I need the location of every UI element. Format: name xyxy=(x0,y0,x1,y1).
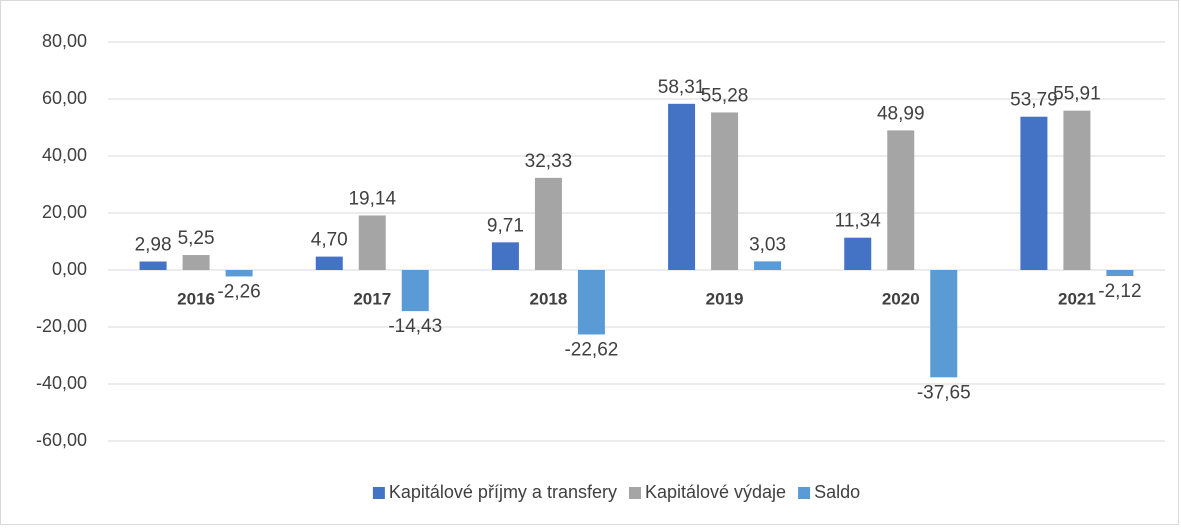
y-tick-label: 0,00 xyxy=(52,259,87,279)
bar xyxy=(754,261,782,270)
x-tick-label: 2020 xyxy=(882,289,920,308)
y-tick-label: -40,00 xyxy=(36,373,87,393)
legend-item: Kapitálové příjmy a transfery xyxy=(372,482,617,502)
legend-swatch xyxy=(628,487,641,499)
bar xyxy=(139,261,167,270)
value-label: -22,62 xyxy=(564,339,618,360)
legend-label: Saldo xyxy=(814,482,860,502)
x-tick-label: 2018 xyxy=(530,289,568,308)
x-tick-label: 2017 xyxy=(353,289,391,308)
value-label: 9,71 xyxy=(487,215,524,236)
bar xyxy=(668,103,696,270)
value-label: -2,26 xyxy=(217,281,260,302)
bar xyxy=(930,270,958,378)
legend-swatch xyxy=(372,487,385,499)
value-label: -2,12 xyxy=(1098,281,1141,302)
value-label: 19,14 xyxy=(348,188,396,209)
bar xyxy=(182,255,210,270)
bar xyxy=(887,130,915,270)
value-label: 3,03 xyxy=(749,234,786,255)
bar xyxy=(358,215,386,270)
bar xyxy=(225,270,253,277)
bar xyxy=(534,177,562,270)
legend-swatch xyxy=(798,487,811,499)
value-label: 55,28 xyxy=(701,85,749,106)
y-tick-label: -20,00 xyxy=(36,316,87,336)
value-label: 53,79 xyxy=(1010,90,1058,111)
y-tick-label: 80,00 xyxy=(42,31,87,51)
legend-label: Kapitálové výdaje xyxy=(645,482,786,502)
value-label: 11,34 xyxy=(835,211,882,232)
x-tick-label: 2019 xyxy=(706,289,744,308)
bar xyxy=(711,112,739,271)
value-label: 32,33 xyxy=(525,151,573,172)
value-label: -37,65 xyxy=(917,382,971,403)
value-label: 55,91 xyxy=(1053,84,1101,105)
bar xyxy=(1106,270,1134,277)
y-tick-label: -60,00 xyxy=(36,430,87,450)
value-label: 5,25 xyxy=(178,228,215,249)
x-tick-label: 2016 xyxy=(177,289,215,308)
value-label: 4,70 xyxy=(311,230,348,251)
value-label: 58,31 xyxy=(658,77,706,98)
legend-item: Saldo xyxy=(798,482,860,502)
bar xyxy=(577,270,605,335)
bar xyxy=(315,256,343,270)
y-tick-label: 20,00 xyxy=(42,202,87,222)
x-tick-label: 2021 xyxy=(1058,289,1096,308)
y-tick-label: 40,00 xyxy=(42,145,87,165)
y-tick-label: 60,00 xyxy=(42,88,87,108)
value-label: 48,99 xyxy=(877,103,925,124)
value-label: 2,98 xyxy=(135,235,172,256)
bar xyxy=(1020,116,1048,270)
legend-label: Kapitálové příjmy a transfery xyxy=(389,482,617,502)
bar xyxy=(401,270,429,312)
bar xyxy=(844,237,872,270)
value-label: -14,43 xyxy=(388,316,442,337)
bar xyxy=(491,242,519,270)
legend-item: Kapitálové výdaje xyxy=(628,482,786,502)
bar xyxy=(1063,110,1091,271)
